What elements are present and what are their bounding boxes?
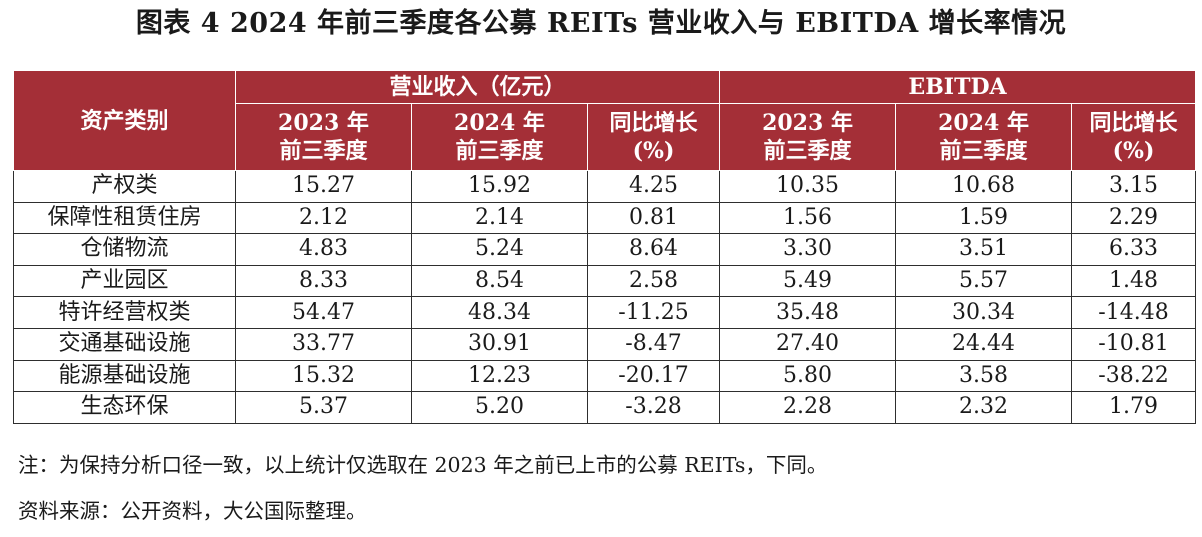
cell-rev-2024: 12.23 [411, 359, 588, 393]
header-rev-2023: 2023 年前三季度 [235, 103, 412, 171]
cell-rev-2024: 2.14 [411, 201, 588, 235]
cell-ebitda-2024: 10.68 [895, 170, 1073, 203]
cell-ebitda-2023: 5.80 [719, 359, 897, 393]
revenue-ebitda-table: 资产类别 营业收入（亿元） EBITDA 2023 年前三季度 2024 年前三… [13, 70, 1197, 424]
cell-category: 能源基础设施 [13, 359, 236, 393]
header-ebitda-2023: 2023 年前三季度 [719, 103, 897, 171]
cell-ebitda-2023: 3.30 [719, 233, 897, 266]
cell-ebitda-2023: 5.49 [719, 264, 897, 298]
cell-rev-2024: 48.34 [411, 296, 588, 329]
header-category: 资产类别 [13, 70, 236, 171]
cell-ebitda-growth: 3.15 [1071, 170, 1197, 203]
cell-ebitda-growth: -10.81 [1071, 327, 1197, 361]
cell-ebitda-2024: 5.57 [895, 264, 1073, 298]
cell-ebitda-2024: 30.34 [895, 296, 1073, 329]
cell-rev-2023: 8.33 [235, 264, 412, 298]
table-row: 保障性租赁住房 2.12 2.14 0.81 1.56 1.59 2.29 [13, 201, 1197, 235]
cell-rev-growth: -20.17 [586, 359, 721, 393]
cell-ebitda-growth: 1.79 [1071, 391, 1197, 424]
cell-category: 交通基础设施 [13, 327, 236, 361]
cell-rev-2024: 15.92 [411, 170, 588, 203]
cell-rev-2023: 2.12 [235, 201, 412, 235]
cell-category: 产业园区 [13, 264, 236, 298]
cell-ebitda-2023: 35.48 [719, 296, 897, 329]
header-group-revenue: 营业收入（亿元） [234, 70, 721, 104]
cell-ebitda-2024: 3.51 [895, 233, 1073, 266]
header-group-ebitda: EBITDA [719, 70, 1197, 104]
header-rev-growth: 同比增长 (%) [586, 103, 721, 171]
cell-rev-2023: 4.83 [235, 233, 412, 266]
cell-rev-growth: -8.47 [586, 327, 721, 361]
cell-rev-2023: 54.47 [235, 296, 412, 329]
cell-rev-growth: 0.81 [586, 201, 721, 235]
cell-rev-2024: 5.24 [411, 233, 588, 266]
table-row: 产业园区 8.33 8.54 2.58 5.49 5.57 1.48 [13, 264, 1197, 298]
cell-ebitda-2024: 2.32 [895, 391, 1073, 424]
header-rev-2024: 2024 年前三季度 [411, 103, 588, 171]
cell-ebitda-growth: 2.29 [1071, 201, 1197, 235]
cell-ebitda-2024: 3.58 [895, 359, 1073, 393]
table-row: 特许经营权类 54.47 48.34 -11.25 35.48 30.34 -1… [13, 296, 1197, 329]
cell-category: 产权类 [13, 170, 236, 203]
cell-ebitda-2023: 10.35 [719, 170, 897, 203]
cell-ebitda-growth: -14.48 [1071, 296, 1197, 329]
cell-rev-growth: -3.28 [586, 391, 721, 424]
cell-rev-growth: 8.64 [586, 233, 721, 266]
header-ebitda-2024: 2024 年前三季度 [895, 103, 1073, 171]
cell-ebitda-growth: -38.22 [1071, 359, 1197, 393]
figure-title: 图表 4 2024 年前三季度各公募 REITs 营业收入与 EBITDA 增长… [135, 8, 1067, 39]
cell-rev-2024: 8.54 [411, 264, 588, 298]
cell-rev-2024: 30.91 [411, 327, 588, 361]
cell-ebitda-2023: 1.56 [719, 201, 897, 235]
cell-ebitda-2023: 27.40 [719, 327, 897, 361]
table-row: 交通基础设施 33.77 30.91 -8.47 27.40 24.44 -10… [13, 327, 1197, 361]
cell-rev-2024: 5.20 [411, 391, 588, 424]
table-row: 产权类 15.27 15.92 4.25 10.35 10.68 3.15 [13, 170, 1197, 203]
cell-ebitda-2024: 1.59 [895, 201, 1073, 235]
table-row: 生态环保 5.37 5.20 -3.28 2.28 2.32 1.79 [13, 391, 1197, 424]
cell-category: 生态环保 [13, 391, 236, 424]
cell-rev-2023: 33.77 [235, 327, 412, 361]
cell-category: 仓储物流 [13, 233, 236, 266]
footnote: 注：为保持分析口径一致，以上统计仅选取在 2023 年之前已上市的公募 REIT… [18, 453, 828, 477]
cell-rev-growth: 4.25 [586, 170, 721, 203]
cell-ebitda-2024: 24.44 [895, 327, 1073, 361]
source-note: 资料来源：公开资料，大公国际整理。 [18, 499, 367, 523]
table-row: 仓储物流 4.83 5.24 8.64 3.30 3.51 6.33 [13, 233, 1197, 266]
cell-ebitda-growth: 1.48 [1071, 264, 1197, 298]
header-ebitda-growth: 同比增长 (%) [1071, 103, 1197, 171]
cell-category: 保障性租赁住房 [13, 201, 236, 235]
cell-ebitda-2023: 2.28 [719, 391, 897, 424]
cell-category: 特许经营权类 [13, 296, 236, 329]
cell-rev-2023: 15.27 [235, 170, 412, 203]
cell-rev-2023: 15.32 [235, 359, 412, 393]
cell-rev-2023: 5.37 [235, 391, 412, 424]
cell-ebitda-growth: 6.33 [1071, 233, 1197, 266]
cell-rev-growth: 2.58 [586, 264, 721, 298]
table-row: 能源基础设施 15.32 12.23 -20.17 5.80 3.58 -38.… [13, 359, 1197, 393]
cell-rev-growth: -11.25 [586, 296, 721, 329]
